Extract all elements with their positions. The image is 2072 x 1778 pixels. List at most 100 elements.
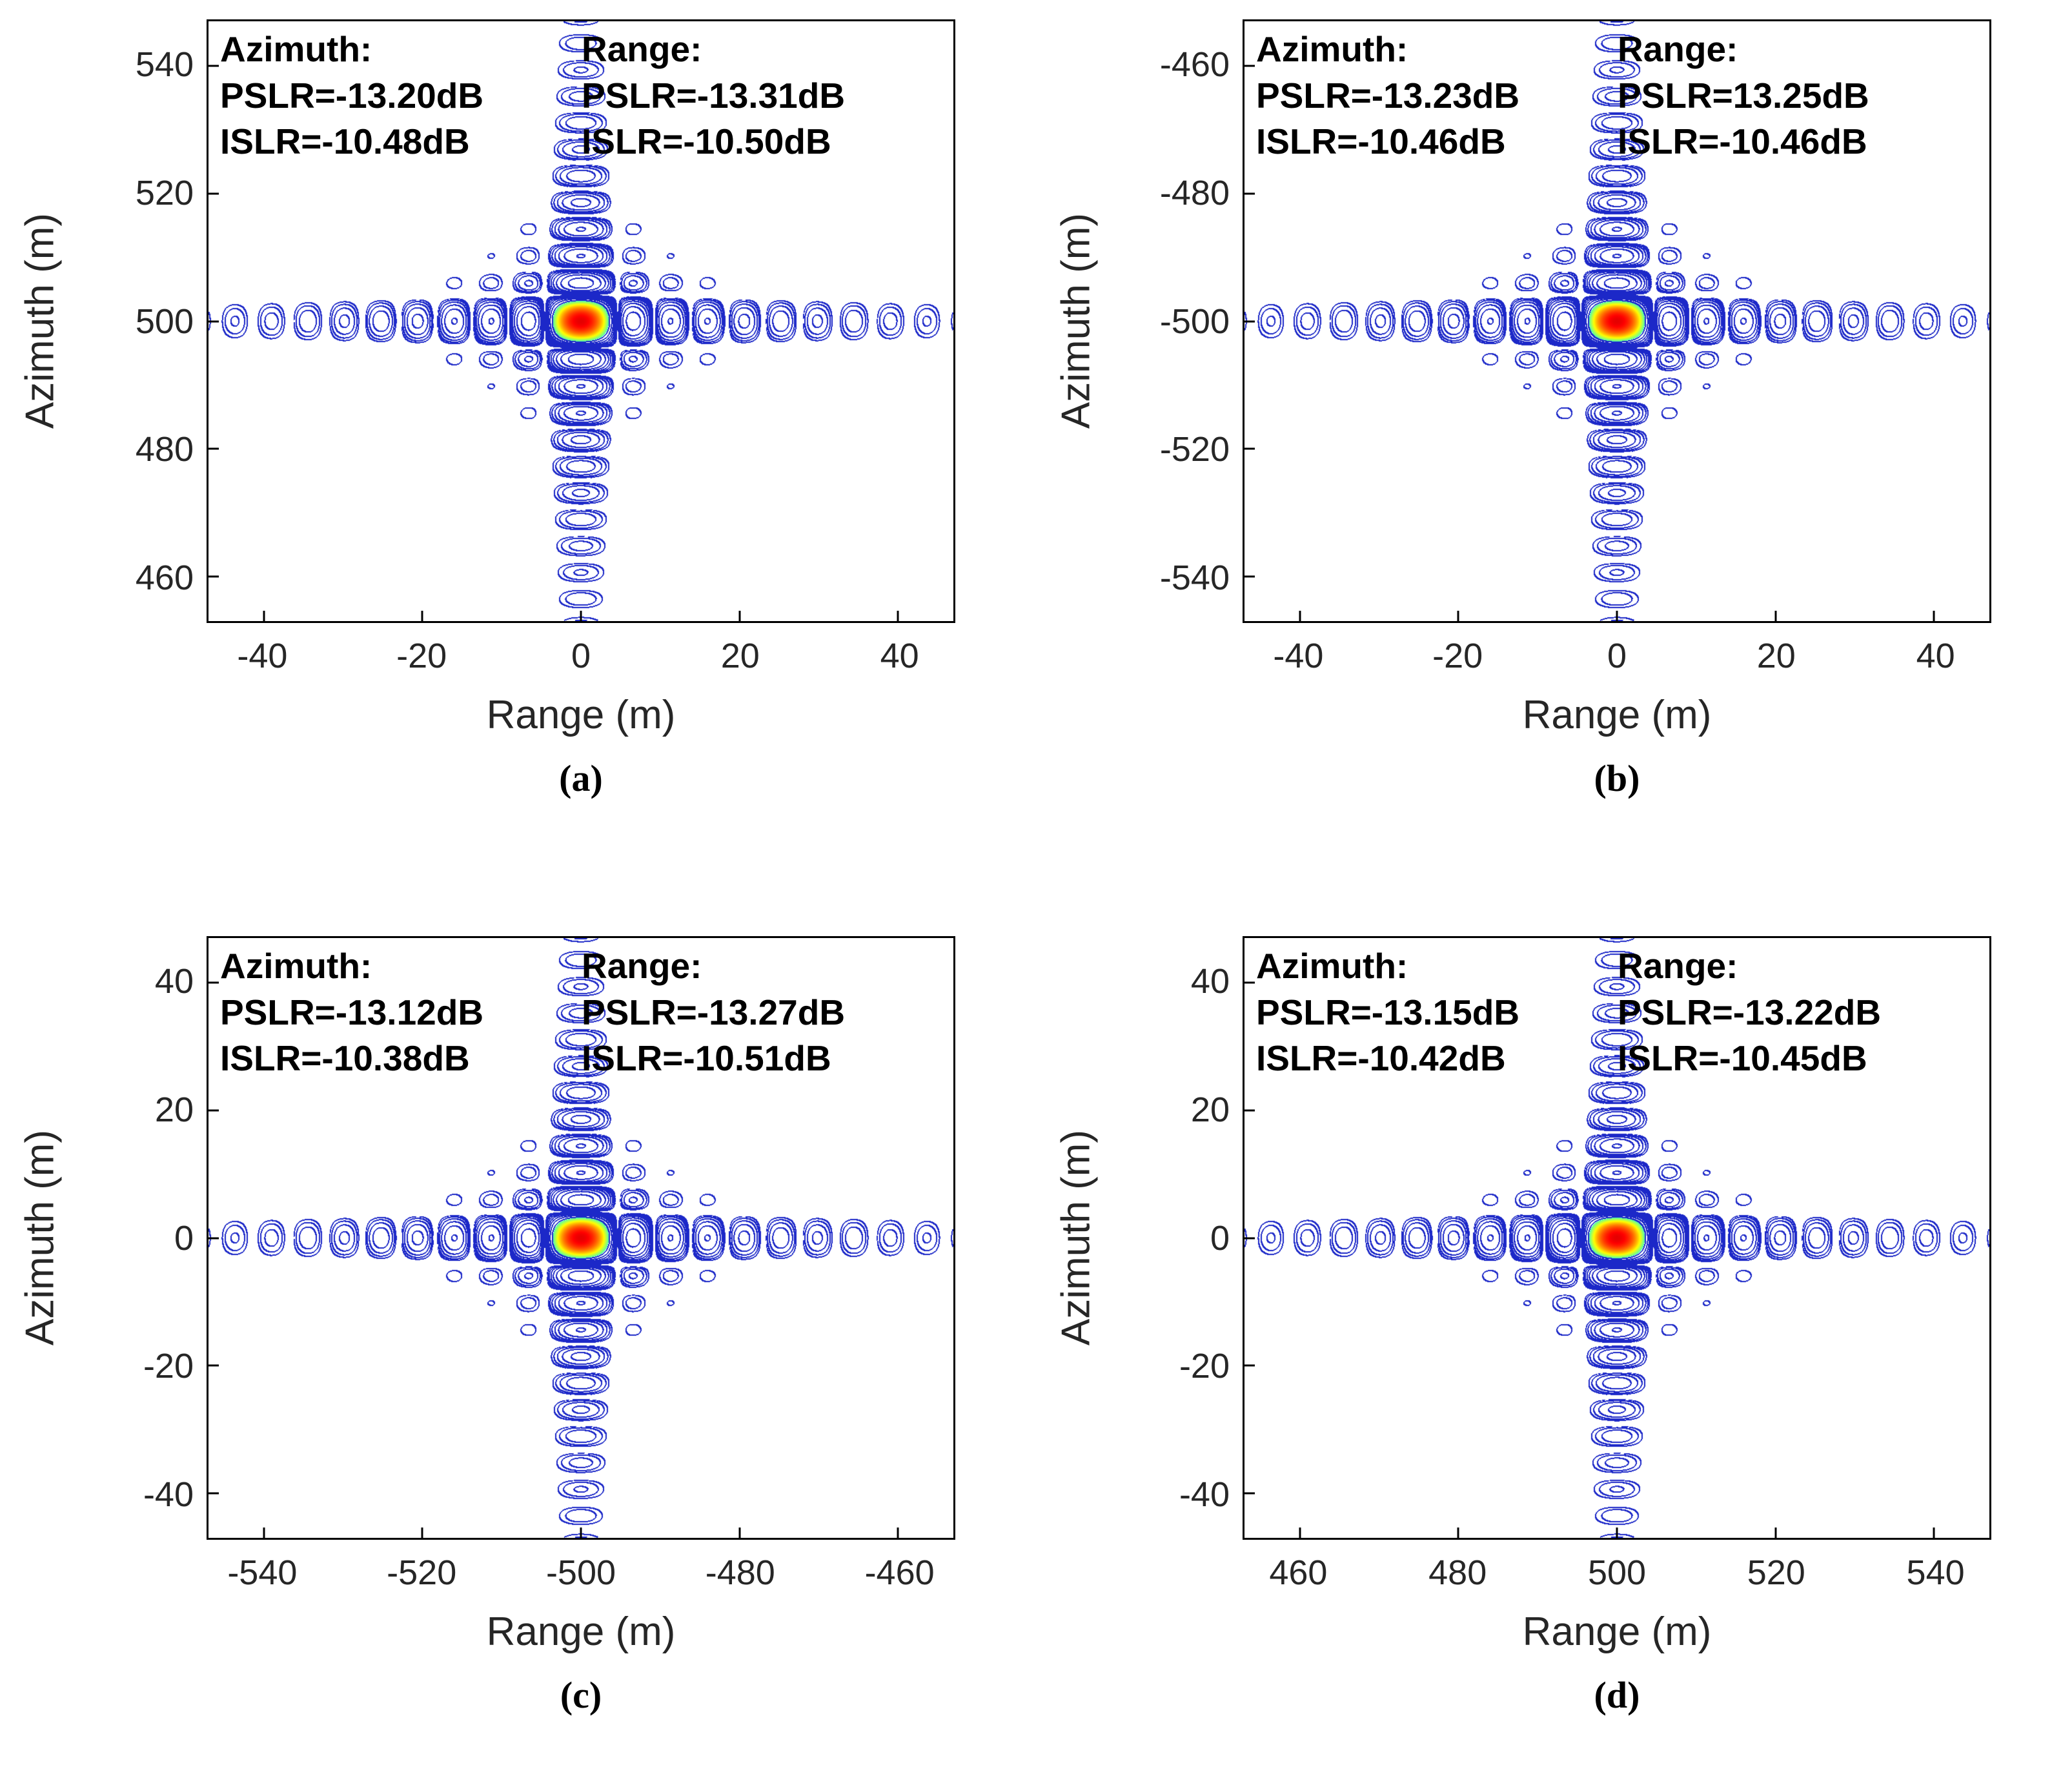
x-tick-mark	[1299, 1528, 1301, 1538]
y-tick-label: 520	[135, 173, 194, 212]
range-metrics-annotation: Range: PSLR=-13.27dB ISLR=-10.51dB	[582, 943, 845, 1082]
range-pslr-value: PSLR=13.25dB	[1618, 75, 1869, 116]
range-metrics-annotation: Range: PSLR=-13.22dB ISLR=-10.45dB	[1618, 943, 1881, 1082]
y-tick-mark	[1244, 447, 1255, 450]
x-tick-label: 540	[1906, 1553, 1965, 1592]
azimuth-islr-value: ISLR=-10.42dB	[1256, 1038, 1506, 1078]
x-tick-labels: -540 -520 -500 -480 -460	[207, 1553, 955, 1598]
x-tick-labels: 460 480 500 520 540	[1243, 1553, 1991, 1598]
y-tick-label: 540	[135, 45, 194, 84]
contour-plot-canvas	[1244, 938, 1989, 1538]
y-tick-mark	[1244, 65, 1255, 67]
x-tick-mark	[580, 611, 582, 621]
range-annotation-title: Range:	[582, 946, 702, 986]
range-pslr-value: PSLR=-13.27dB	[582, 992, 846, 1032]
plot-area: Azimuth: PSLR=-13.12dB ISLR=-10.38dB Ran…	[207, 936, 955, 1540]
subplot-0: Azimuth (m) 540 520 500 480 460 Azimuth: PSL…	[0, 0, 1036, 807]
y-tick-label: -20	[1179, 1347, 1230, 1386]
subplot-1: Azimuth (m) -460 -480 -500 -520 -540 Azimuth…	[1036, 0, 2072, 807]
y-tick-mark	[1244, 320, 1255, 322]
azimuth-pslr-value: PSLR=-13.20dB	[220, 75, 484, 116]
azimuth-metrics-annotation: Azimuth: PSLR=-13.12dB ISLR=-10.38dB	[220, 943, 483, 1082]
x-tick-mark	[1616, 611, 1618, 621]
x-tick-labels: -40 -20 0 20 40	[207, 636, 955, 681]
x-tick-label: -20	[396, 637, 447, 675]
x-tick-mark	[738, 611, 741, 621]
contour-plot-canvas	[208, 938, 953, 1538]
subplot-caption: (c)	[560, 1674, 602, 1716]
range-pslr-value: PSLR=-13.31dB	[582, 75, 846, 116]
y-tick-mark	[1244, 1492, 1255, 1495]
y-tick-label: -520	[1159, 430, 1230, 469]
x-tick-label: -520	[387, 1553, 457, 1592]
x-tick-mark	[421, 1528, 423, 1538]
y-tick-label: -20	[143, 1347, 194, 1386]
x-tick-label: 460	[1269, 1553, 1328, 1592]
y-tick-labels: 40 20 0 -20 -40	[65, 936, 194, 1540]
y-tick-mark	[1244, 981, 1255, 984]
y-tick-label: 20	[1190, 1090, 1230, 1129]
azimuth-pslr-value: PSLR=-13.12dB	[220, 992, 484, 1032]
x-tick-label: -40	[237, 637, 288, 675]
subplot-3: Azimuth (m) 40 20 0 -20 -40 Azimuth: PSLR=-1…	[1036, 917, 2072, 1724]
subplot-caption: (d)	[1594, 1674, 1640, 1716]
y-tick-mark	[208, 1492, 219, 1495]
y-tick-mark	[208, 1109, 219, 1112]
x-tick-label: -20	[1432, 637, 1483, 675]
azimuth-pslr-value: PSLR=-13.15dB	[1256, 992, 1520, 1032]
y-tick-label: 40	[1190, 961, 1230, 1001]
y-tick-mark	[208, 981, 219, 984]
y-axis-label: Azimuth (m)	[1053, 212, 1099, 429]
x-tick-label: 40	[1916, 637, 1955, 675]
y-tick-label: -40	[143, 1475, 194, 1515]
x-axis-label: Range (m)	[1522, 1609, 1712, 1654]
x-tick-mark	[1457, 1528, 1459, 1538]
x-axis-label: Range (m)	[1522, 693, 1712, 737]
y-tick-label: -40	[1179, 1475, 1230, 1515]
x-tick-mark	[421, 611, 423, 621]
azimuth-islr-value: ISLR=-10.46dB	[1256, 121, 1506, 161]
y-tick-mark	[208, 192, 219, 195]
y-tick-label: 40	[154, 961, 194, 1001]
x-tick-label: -40	[1273, 637, 1324, 675]
plot-area: Azimuth: PSLR=-13.15dB ISLR=-10.42dB Ran…	[1243, 936, 1991, 1540]
x-tick-label: 480	[1428, 1553, 1487, 1592]
y-tick-mark	[208, 320, 219, 322]
y-tick-label: -480	[1159, 173, 1230, 212]
subplot-caption: (b)	[1594, 757, 1640, 799]
plot-area: Azimuth: PSLR=-13.20dB ISLR=-10.48dB Ran…	[207, 19, 955, 623]
range-islr-value: ISLR=-10.51dB	[582, 1038, 831, 1078]
y-tick-mark	[1244, 1364, 1255, 1367]
plot-area: Azimuth: PSLR=-13.23dB ISLR=-10.46dB Ran…	[1243, 19, 1991, 623]
y-tick-labels: 540 520 500 480 460	[65, 19, 194, 623]
contour-plot-canvas	[208, 21, 953, 621]
x-tick-mark	[738, 1528, 741, 1538]
x-axis-label: Range (m)	[486, 1609, 676, 1654]
x-tick-labels: -40 -20 0 20 40	[1243, 636, 1991, 681]
azimuth-metrics-annotation: Azimuth: PSLR=-13.20dB ISLR=-10.48dB	[220, 26, 483, 165]
azimuth-islr-value: ISLR=-10.48dB	[220, 121, 470, 161]
range-metrics-annotation: Range: PSLR=-13.31dB ISLR=-10.50dB	[582, 26, 845, 165]
range-pslr-value: PSLR=-13.22dB	[1618, 992, 1882, 1032]
figure-grid: Azimuth (m) 540 520 500 480 460 Azimuth: PSL…	[0, 0, 2072, 1724]
range-metrics-annotation: Range: PSLR=13.25dB ISLR=-10.46dB	[1618, 26, 1869, 165]
x-tick-mark	[263, 611, 265, 621]
range-islr-value: ISLR=-10.45dB	[1618, 1038, 1867, 1078]
x-tick-label: 20	[1756, 637, 1796, 675]
azimuth-metrics-annotation: Azimuth: PSLR=-13.15dB ISLR=-10.42dB	[1256, 943, 1519, 1082]
azimuth-islr-value: ISLR=-10.38dB	[220, 1038, 470, 1078]
y-tick-label: 500	[135, 301, 194, 341]
y-tick-label: -540	[1159, 558, 1230, 598]
x-tick-mark	[1933, 611, 1935, 621]
y-tick-mark	[1244, 1237, 1255, 1239]
subplot-2: Azimuth (m) 40 20 0 -20 -40 Azimuth: PSLR=-1…	[0, 917, 1036, 1724]
y-tick-label: 460	[135, 558, 194, 598]
x-tick-label: 520	[1747, 1553, 1805, 1592]
y-tick-label: -460	[1159, 45, 1230, 84]
azimuth-metrics-annotation: Azimuth: PSLR=-13.23dB ISLR=-10.46dB	[1256, 26, 1519, 165]
x-tick-label: -460	[864, 1553, 935, 1592]
x-tick-mark	[263, 1528, 265, 1538]
y-tick-label: 0	[174, 1218, 194, 1258]
x-tick-label: -540	[227, 1553, 298, 1592]
x-tick-mark	[897, 611, 899, 621]
